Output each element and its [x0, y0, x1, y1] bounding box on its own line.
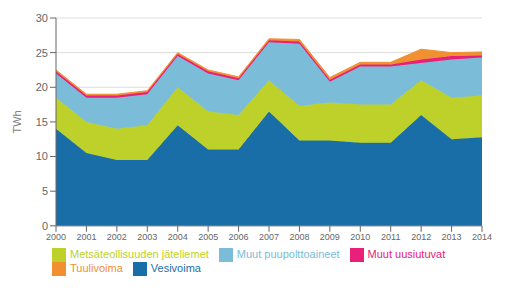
svg-text:2004: 2004 [168, 232, 188, 242]
svg-text:2013: 2013 [442, 232, 462, 242]
svg-text:2002: 2002 [107, 232, 127, 242]
html-text:Muut puupolttoaineet: Muut puupolttoaineet [236, 247, 340, 260]
svg-text:2011: 2011 [381, 232, 400, 242]
html-text:Tuulivoima: Tuulivoima [70, 261, 123, 274]
svg-text:2007: 2007 [259, 232, 279, 242]
svg-text:2005: 2005 [198, 232, 218, 242]
svg-text:2012: 2012 [411, 232, 431, 242]
svg-text:2010: 2010 [350, 232, 370, 242]
svg-text:2003: 2003 [137, 232, 157, 242]
svg-text:25: 25 [36, 47, 48, 59]
svg-text:15: 15 [36, 116, 48, 128]
svg-text:2008: 2008 [289, 232, 309, 242]
svg-text:5: 5 [42, 185, 48, 197]
svg-text:2000: 2000 [46, 232, 66, 242]
svg-text:2006: 2006 [229, 232, 249, 242]
svg-text:30: 30 [36, 12, 48, 24]
svg-text:2014: 2014 [472, 232, 492, 242]
html-text:Muut uusiutuvat: Muut uusiutuvat [367, 247, 446, 260]
svg-text:20: 20 [36, 81, 48, 93]
svg-text:2001: 2001 [76, 232, 96, 242]
svg-text:2009: 2009 [320, 232, 340, 242]
svg-text:TWh: TWh [11, 110, 23, 133]
html-text:Metsäteollisuuden jäteliemet: Metsäteollisuuden jäteliemet [70, 247, 209, 260]
html-text:Vesivoima: Vesivoima [150, 261, 201, 274]
svg-text:0: 0 [42, 220, 48, 232]
svg-text:10: 10 [36, 150, 48, 162]
